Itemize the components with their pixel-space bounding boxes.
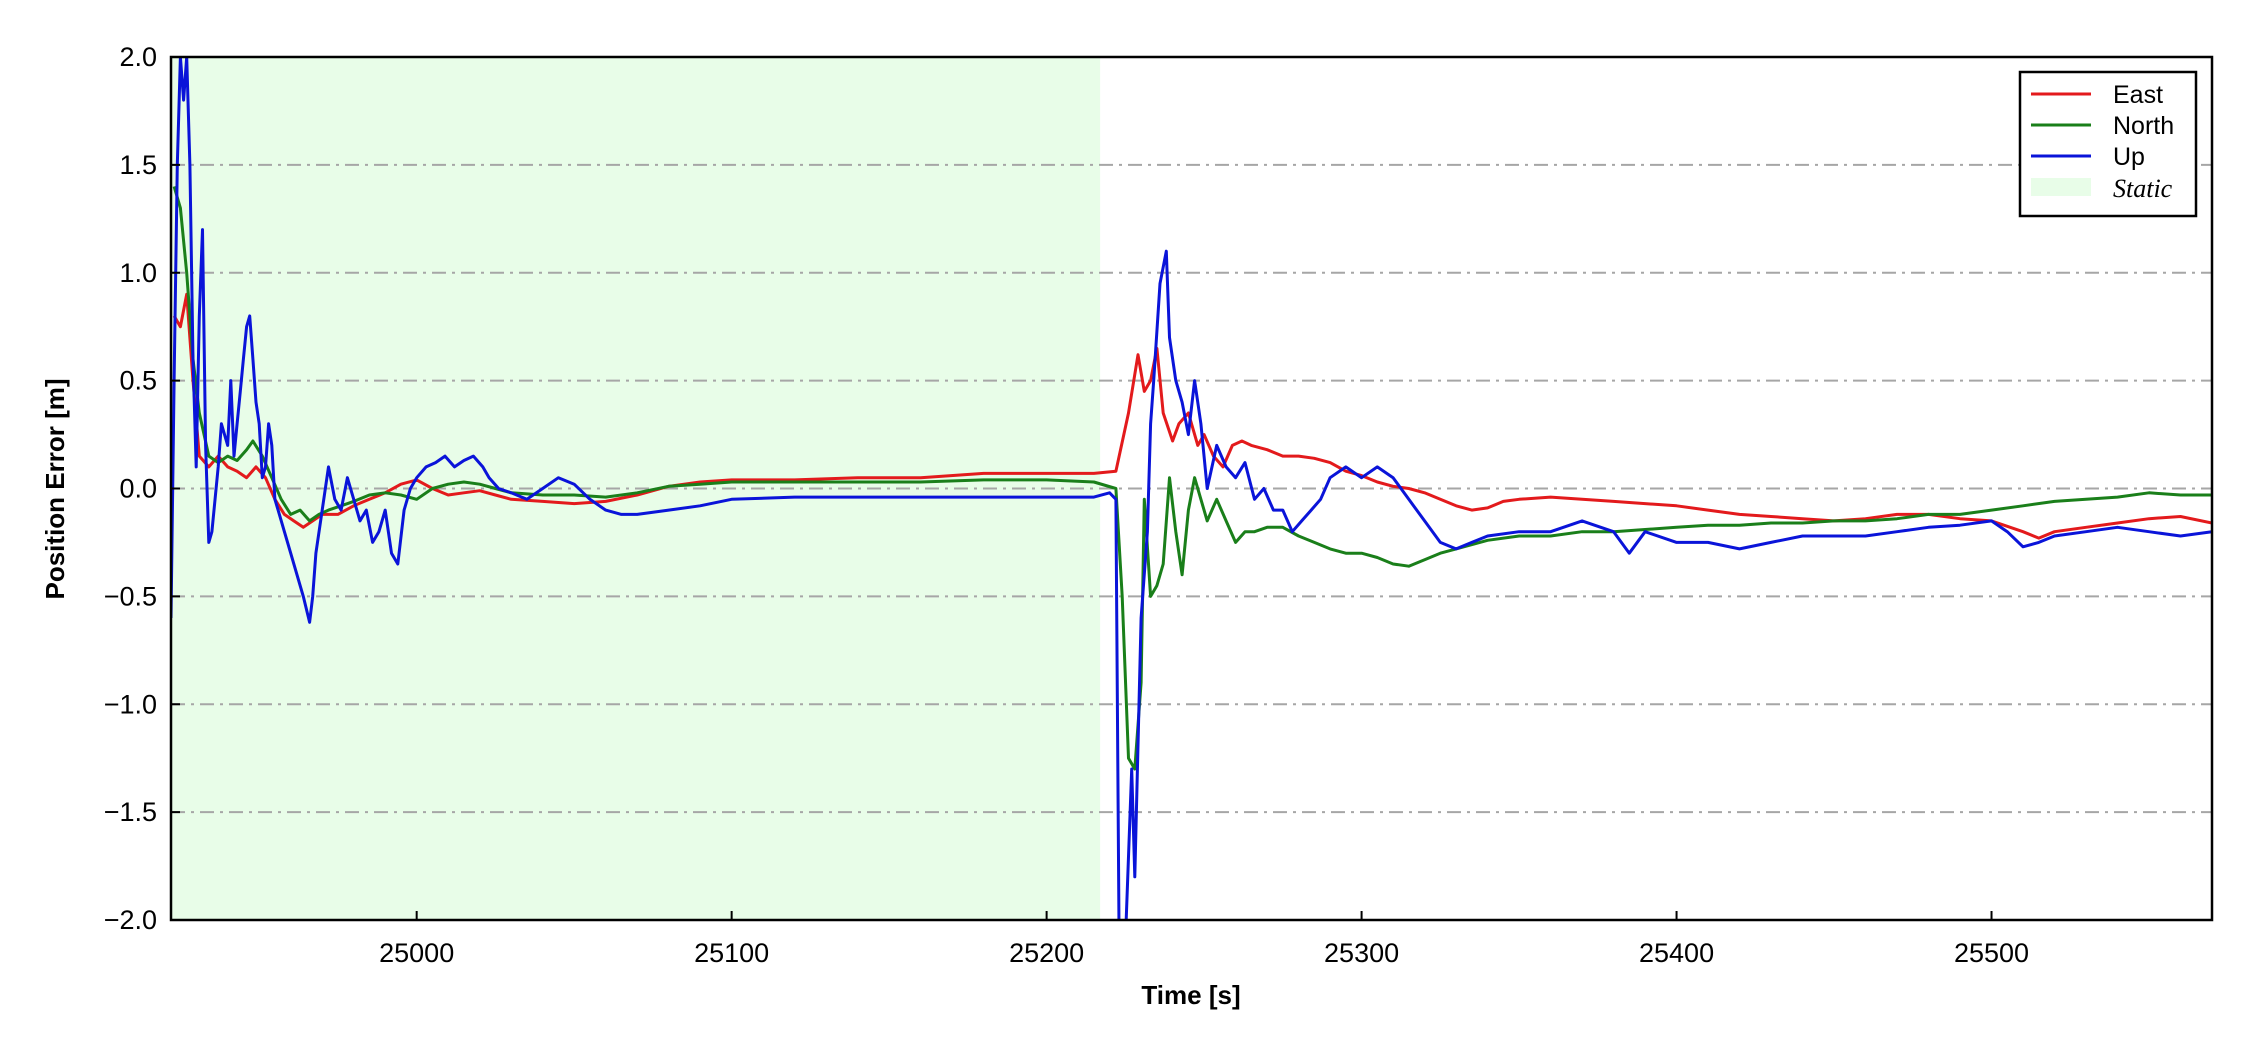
- y-tick-label: −1.0: [104, 689, 157, 719]
- legend-label-static: Static: [2113, 174, 2173, 203]
- legend-label-east: East: [2113, 81, 2163, 109]
- legend-label-up: Up: [2113, 143, 2145, 171]
- series-line-east: [172, 292, 2212, 540]
- tick-layer: 2.0 1.5 1.0 0.5 0.0 −0.5 −1.0 −1.5 −2.0 25000 2510…: [104, 42, 2029, 968]
- series-line-up: [171, 57, 2212, 920]
- x-tick-label: 25200: [1009, 938, 1084, 968]
- x-tick-label: 25100: [694, 938, 769, 968]
- x-tick-label: 25000: [379, 938, 454, 968]
- x-tick-label: 25500: [1954, 938, 2029, 968]
- y-tick-label: 2.0: [119, 42, 157, 72]
- series-layer: [171, 57, 2212, 920]
- legend-swatch-static: [2031, 178, 2091, 196]
- x-tick-label: 25400: [1639, 938, 1714, 968]
- y-tick-label: −1.5: [104, 797, 157, 827]
- legend-label-north: North: [2113, 112, 2174, 140]
- y-tick-label: −2.0: [104, 905, 157, 935]
- legend: East North Up Static: [2018, 70, 2198, 218]
- x-axis-title: Time [s]: [1141, 980, 1240, 1010]
- y-axis-title: Position Error [m]: [40, 378, 70, 599]
- y-tick-label: −0.5: [104, 581, 157, 611]
- y-tick-label: 0.0: [119, 474, 157, 504]
- y-tick-label: 0.5: [119, 366, 157, 396]
- y-tick-label: 1.0: [119, 258, 157, 288]
- x-tick-label: 25300: [1324, 938, 1399, 968]
- y-tick-label: 1.5: [119, 150, 157, 180]
- series-line-north: [172, 186, 2212, 771]
